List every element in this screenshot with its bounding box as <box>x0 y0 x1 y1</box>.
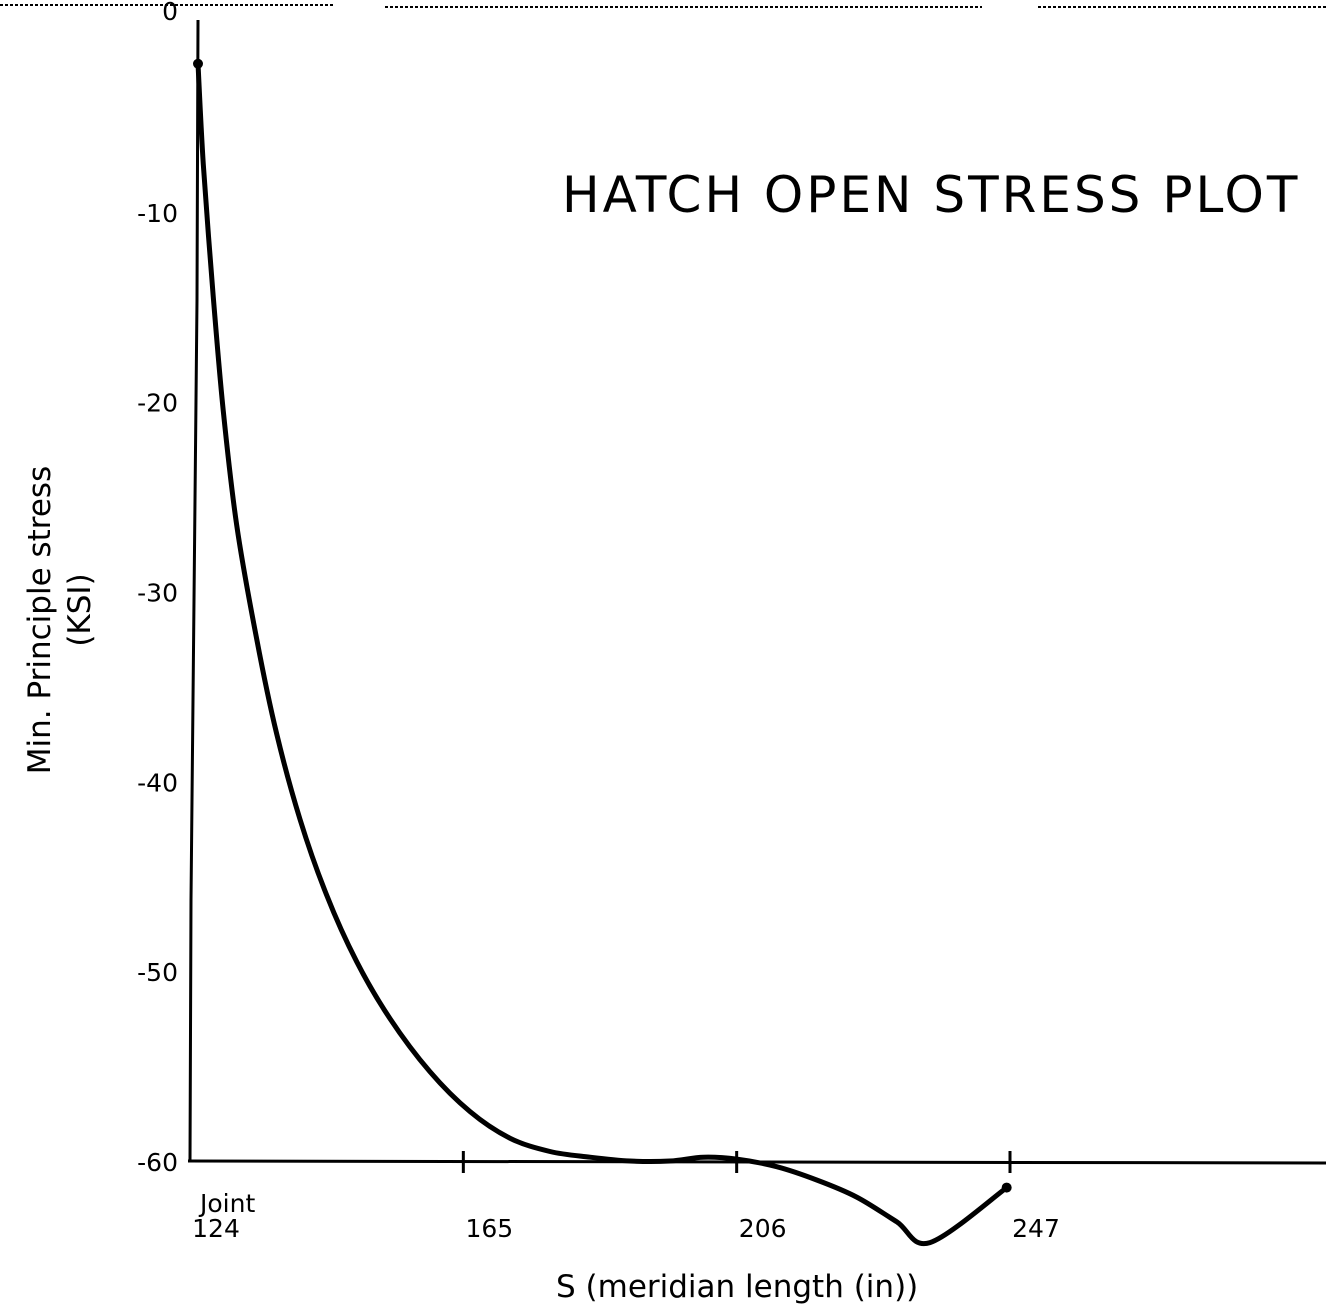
header-rules <box>0 4 1326 8</box>
series-line <box>195 61 1010 1247</box>
x-tick-label: 206 <box>739 1214 787 1243</box>
y-tick-label: -10 <box>137 199 178 228</box>
series-markers <box>193 58 1012 1193</box>
y-axis-label-line1: Min. Principle stress <box>22 466 58 775</box>
y-tick-label: -30 <box>137 579 178 608</box>
y-tick-label: -20 <box>137 389 178 418</box>
x-tick-note: Joint <box>198 1189 255 1218</box>
y-tick-labels: 0 -10 -20 -30 -40 -50 -60 <box>137 0 178 1177</box>
x-axis-label: S (meridian length (in)) <box>556 1269 918 1305</box>
x-tick-label: 247 <box>1012 1214 1060 1243</box>
data-point <box>1001 1182 1012 1193</box>
data-point <box>193 58 203 69</box>
x-tick-label: 165 <box>465 1214 513 1243</box>
y-axis-label-line2: (KSI) <box>62 573 98 646</box>
y-tick-label: -50 <box>137 958 178 987</box>
y-axis-label: Min. Principle stress (KSI) <box>22 466 98 775</box>
y-tick-label: -60 <box>137 1148 178 1177</box>
chart-title: HATCH OPEN STRESS PLOT <box>562 166 1300 224</box>
x-tick-marks <box>461 1151 1012 1173</box>
y-axis-line <box>188 19 200 1163</box>
y-tick-label: -40 <box>137 768 178 797</box>
y-tick-label: 0 <box>162 0 178 26</box>
x-tick-label: 124 <box>192 1214 240 1243</box>
